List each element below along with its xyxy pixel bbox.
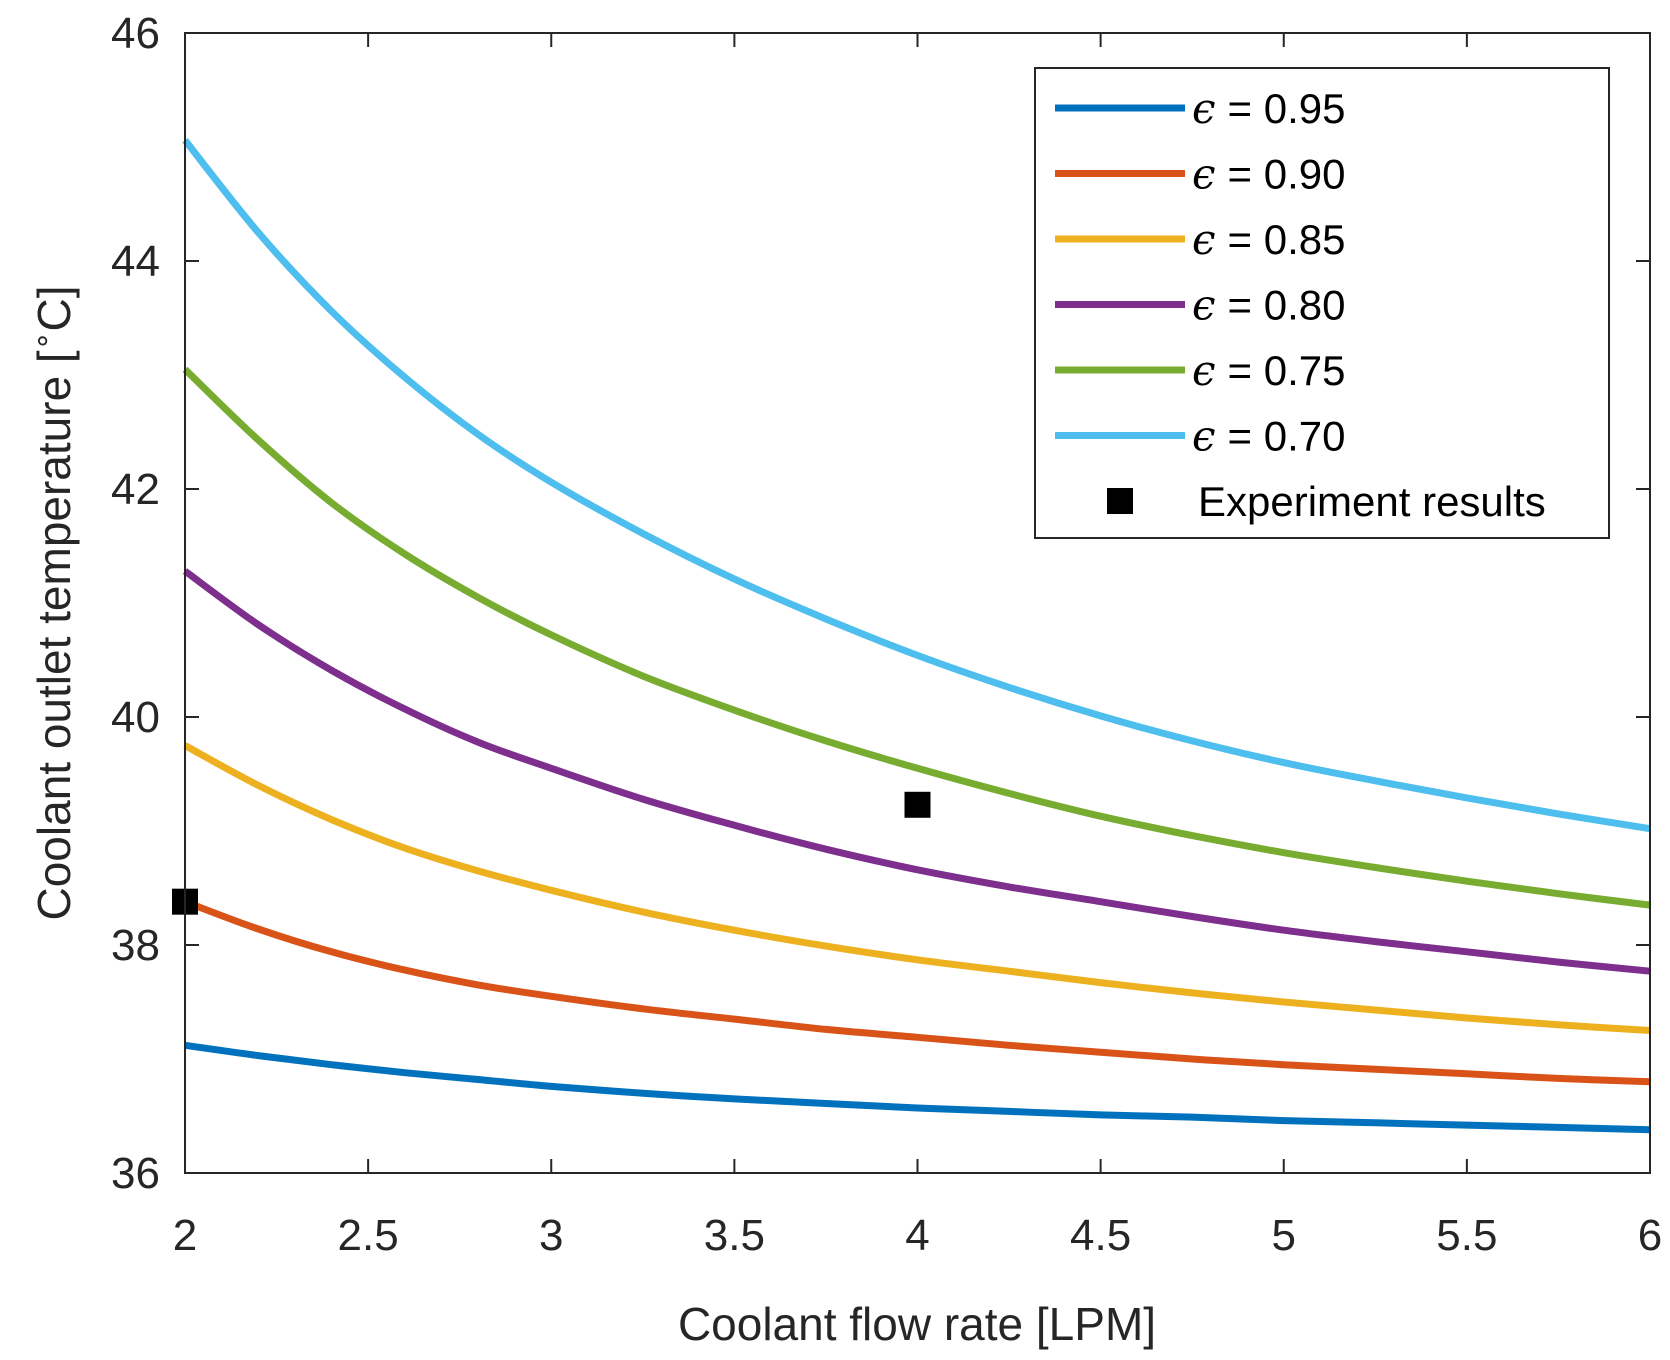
x-tick-label: 3.5: [704, 1211, 765, 1260]
y-tick-label: 46: [111, 9, 160, 58]
x-tick-label: 5: [1272, 1211, 1296, 1260]
x-tick-label: 4: [905, 1211, 929, 1260]
series-line-6: [182, 138, 1651, 833]
x-tick-label: 6: [1638, 1211, 1662, 1260]
legend-items: ϵ = 0.95 ϵ = 0.90 ϵ = 0.85 ϵ = 0.80 ϵ = 0.75 ϵ = 0.…: [1055, 84, 1546, 525]
y-axis-label-unit: C]: [28, 286, 80, 332]
legend-label-1: ϵ = 0.95: [1192, 84, 1345, 133]
x-axis: 2 2.5 3 3.5 4 4.5 5 5.5 6: [173, 33, 1662, 1260]
legend-label-2: ϵ = 0.90: [1192, 150, 1345, 199]
legend: ϵ = 0.95 ϵ = 0.90 ϵ = 0.85 ϵ = 0.80 ϵ = 0.75 ϵ = 0.…: [1034, 67, 1610, 539]
series-line-2: [183, 898, 1651, 1086]
series-line-4: [182, 568, 1651, 975]
svg-text:Coolant outlet temperature [∘C: Coolant outlet temperature [∘C]: [26, 286, 80, 921]
y-axis-label: Coolant outlet temperature [∘C]: [26, 286, 80, 921]
y-tick-label: 40: [111, 693, 160, 742]
y-axis: 36 38 40 42 44 46: [111, 9, 1650, 1198]
x-tick-label: 5.5: [1436, 1211, 1497, 1260]
y-tick-label: 38: [111, 921, 160, 970]
x-tick-label: 2.5: [338, 1211, 399, 1260]
y-tick-label: 42: [111, 465, 160, 514]
legend-label-6: ϵ = 0.70: [1192, 412, 1345, 461]
legend-marker-swatch: [1107, 488, 1133, 514]
y-axis-label-text: Coolant outlet temperature [: [28, 350, 80, 920]
legend-label-experiment: Experiment results: [1198, 478, 1546, 525]
x-tick-label: 3: [539, 1211, 563, 1260]
x-tick-label: 4.5: [1070, 1211, 1131, 1260]
series-line-3: [183, 742, 1651, 1034]
x-tick-label: 2: [173, 1211, 197, 1260]
y-tick-label: 44: [111, 237, 160, 286]
legend-label-5: ϵ = 0.75: [1192, 346, 1345, 395]
x-axis-label: Coolant flow rate [LPM]: [678, 1298, 1156, 1350]
legend-label-4: ϵ = 0.80: [1192, 281, 1345, 330]
series-line-5: [182, 366, 1651, 909]
series-line-1: [184, 1041, 1651, 1134]
degree-symbol: ∘: [26, 332, 59, 351]
experiment-marker-2: [904, 791, 931, 818]
plot-lines: [182, 138, 1651, 1134]
legend-label-3: ϵ = 0.85: [1192, 215, 1345, 264]
y-tick-label: 36: [111, 1149, 160, 1198]
